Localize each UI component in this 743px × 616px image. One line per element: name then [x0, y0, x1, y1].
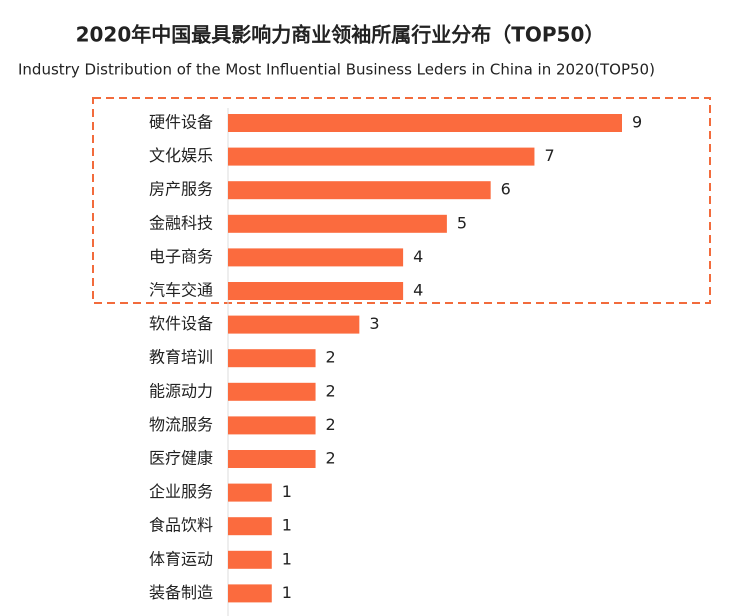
chart-subtitle: Industry Distribution of the Most Influe…	[18, 61, 655, 79]
value-label: 2	[326, 415, 336, 434]
category-label: 物流服务	[149, 415, 213, 434]
value-label: 4	[413, 247, 423, 266]
bar	[228, 315, 360, 334]
value-label: 1	[282, 549, 292, 568]
value-label: 2	[326, 449, 336, 468]
category-label: 教育培训	[149, 348, 213, 367]
bar	[228, 416, 316, 435]
category-label: 汽车交通	[149, 281, 213, 300]
highlight-box	[92, 97, 711, 304]
bar	[228, 248, 404, 267]
category-label: 体育运动	[149, 549, 213, 568]
bar	[228, 282, 404, 300]
bar	[228, 181, 491, 200]
value-label: 2	[326, 381, 336, 400]
value-label: 3	[369, 314, 379, 333]
value-label: 1	[282, 583, 292, 602]
value-label: 5	[457, 213, 467, 232]
bar	[228, 114, 622, 132]
value-label: 1	[282, 516, 292, 535]
bar	[228, 483, 272, 502]
bar	[228, 450, 316, 468]
category-label: 能源动力	[149, 381, 213, 400]
category-label: 房产服务	[149, 180, 213, 199]
bar	[228, 382, 316, 401]
category-label: 硬件设备	[149, 113, 213, 132]
bar	[228, 550, 272, 569]
chart-title: 2020年中国最具影响力商业领袖所属行业分布（TOP50）	[76, 23, 605, 47]
category-label: 装备制造	[149, 583, 213, 602]
category-label: 文化娱乐	[149, 146, 213, 165]
bar	[228, 147, 535, 166]
value-label: 6	[501, 180, 511, 199]
category-label: 电子商务	[149, 247, 213, 266]
bar	[228, 517, 272, 536]
category-label: 食品饮料	[149, 516, 213, 535]
bar	[228, 584, 272, 603]
bar	[228, 214, 447, 233]
value-label: 1	[282, 482, 292, 501]
value-label: 9	[632, 113, 642, 132]
bar	[228, 349, 316, 368]
category-label: 企业服务	[149, 482, 213, 501]
value-label: 2	[326, 348, 336, 367]
value-label: 4	[413, 281, 423, 300]
value-label: 7	[544, 146, 554, 165]
category-label: 医疗健康	[149, 449, 213, 468]
category-label: 金融科技	[149, 213, 213, 232]
category-label: 软件设备	[149, 314, 213, 333]
